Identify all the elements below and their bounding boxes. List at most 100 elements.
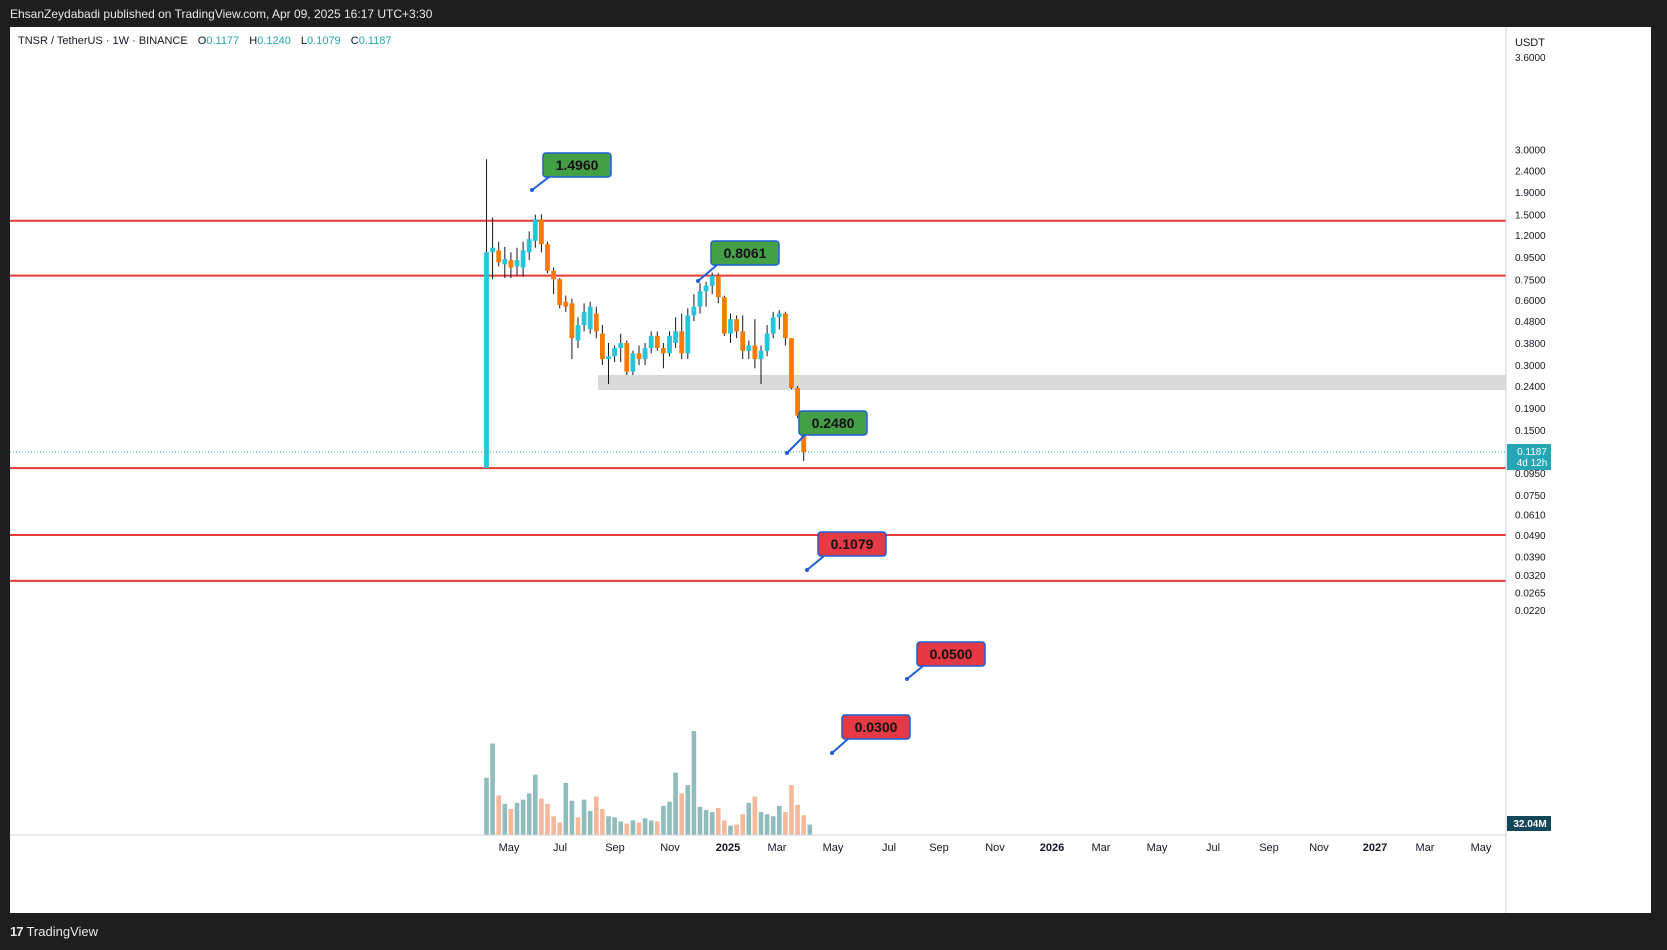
volume-bar: [783, 812, 788, 835]
candle-body: [654, 335, 660, 349]
volume-bar: [587, 811, 593, 835]
tradingview-logo-icon: 17: [10, 924, 24, 939]
volume-badge-value: 32.04M: [1513, 819, 1546, 830]
time-tick-label: Sep: [929, 842, 949, 854]
annotation-pointer: [786, 434, 806, 454]
axis-unit-label: USDT: [1515, 37, 1545, 49]
low-value: 0.1079: [307, 35, 341, 47]
candle-body: [545, 244, 550, 271]
tradingview-logo-text: TradingView: [26, 924, 99, 939]
annotation-box: [916, 641, 986, 667]
price-tick-label: 0.6000: [1515, 296, 1546, 307]
close-value: 0.1187: [358, 35, 392, 47]
volume-bar: [648, 820, 654, 835]
price-tick-label: 0.0610: [1515, 510, 1546, 521]
candle-body: [776, 313, 782, 318]
candle-body: [783, 313, 788, 339]
volume-bar: [606, 816, 611, 835]
price-tick-label: 0.4800: [1515, 317, 1546, 328]
volume-bar: [655, 821, 660, 835]
candle-body: [508, 260, 514, 268]
price-tick-label: 0.0750: [1515, 491, 1546, 502]
annotation-label: 0.2480: [812, 415, 855, 431]
candle-body: [661, 348, 666, 354]
close-label: C: [350, 35, 359, 47]
volume-bar: [709, 812, 715, 835]
time-tick-label: Sep: [605, 842, 625, 854]
price-tick-label: 0.0950: [1515, 469, 1546, 480]
time-tick-label: 2027: [1363, 842, 1387, 854]
volume-bar: [734, 824, 739, 835]
candle-body: [484, 252, 489, 469]
annotation-anchor: [805, 568, 809, 572]
candle-body: [593, 313, 599, 332]
candle-body: [600, 333, 605, 360]
time-tick-label: Jul: [553, 842, 567, 854]
volume-bar: [716, 807, 721, 835]
volume-bar: [508, 809, 514, 835]
price-tick-label: 0.7500: [1515, 275, 1546, 286]
tradingview-logo[interactable]: 17 TradingView: [10, 924, 98, 939]
volume-bar: [740, 814, 745, 835]
open-value: 0.1177: [206, 35, 240, 47]
annotation-box: [542, 152, 612, 178]
volume-bar: [789, 785, 794, 835]
plot-area: [10, 219, 1506, 582]
candle-body: [679, 331, 685, 354]
candle-body: [502, 259, 508, 265]
volume-bar: [600, 809, 605, 835]
annotation-box: [841, 714, 911, 740]
annotation-label: 0.0500: [930, 646, 973, 662]
candle-body: [697, 291, 703, 307]
price-chart[interactable]: 1.4960 0.8061 0.2480 0.1079 0.0500 0.0300 USDT…: [10, 27, 1651, 913]
volume-bar: [752, 796, 758, 835]
candle-body: [514, 260, 520, 267]
volume-bar: [594, 796, 599, 835]
price-tick-partial: 3.6000: [1515, 53, 1546, 64]
price-tick-label: 0.3800: [1515, 339, 1546, 350]
candle-body: [722, 297, 727, 334]
annotation-pointer: [531, 176, 550, 191]
volume-bar: [697, 806, 703, 835]
candle-body: [587, 306, 593, 330]
price-tick-label: 0.2400: [1515, 382, 1546, 393]
candle-body: [667, 335, 672, 354]
volume-bar: [569, 800, 575, 835]
price-tick-label: 2.4000: [1515, 166, 1546, 177]
annotation-pointer: [697, 264, 718, 282]
time-tick-label: May: [1147, 842, 1168, 854]
chart-frame[interactable]: 1.4960 0.8061 0.2480 0.1079 0.0500 0.0300 USDT…: [10, 27, 1651, 913]
volume-bar: [679, 793, 684, 835]
annotation-anchor: [830, 751, 834, 755]
candle-body: [551, 270, 556, 280]
time-tick-label: May: [499, 842, 520, 854]
time-tick-label: May: [823, 842, 844, 854]
annotation-pointer: [806, 555, 825, 571]
candle-body: [569, 303, 575, 339]
footer-bar: 17 TradingView: [0, 913, 1667, 950]
volume-bar: [533, 774, 538, 835]
price-tick-label: 3.0000: [1515, 145, 1546, 156]
price-tick-label: 0.0490: [1515, 531, 1546, 542]
time-tick-label: Mar: [768, 842, 787, 854]
volume-bar: [636, 822, 642, 835]
candle-body: [532, 219, 538, 241]
volume-bar: [770, 816, 776, 835]
time-tick-label: 2026: [1040, 842, 1064, 854]
volume-bar: [545, 803, 550, 835]
annotation-box: [710, 240, 780, 266]
price-tick-label: 0.1500: [1515, 426, 1546, 437]
candle-body: [606, 356, 611, 360]
publish-info: EhsanZeydabadi published on TradingView.…: [10, 7, 433, 21]
candle-body: [557, 279, 563, 305]
annotation-label: 0.0300: [855, 719, 898, 735]
volume-bar: [563, 783, 569, 835]
volume-bar: [722, 820, 727, 835]
last-price-badge: [1507, 444, 1551, 471]
volume-bar: [667, 801, 672, 835]
candle-body: [758, 350, 764, 360]
volume-bar: [502, 803, 508, 835]
volume-pane: [484, 731, 813, 835]
candle-body: [789, 338, 794, 389]
symbol-title[interactable]: TNSR / TetherUS · 1W · BINANCE: [18, 35, 188, 47]
